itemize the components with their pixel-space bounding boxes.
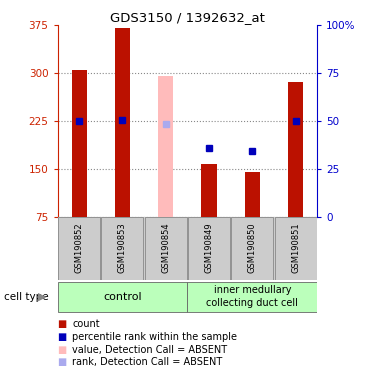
- Text: GSM190854: GSM190854: [161, 222, 170, 273]
- Bar: [101, 217, 144, 280]
- Text: rank, Detection Call = ABSENT: rank, Detection Call = ABSENT: [72, 358, 223, 367]
- Bar: [187, 281, 317, 312]
- Bar: [201, 164, 217, 217]
- Bar: [72, 70, 87, 217]
- Text: control: control: [103, 291, 142, 302]
- Text: ■: ■: [58, 358, 67, 367]
- Title: GDS3150 / 1392632_at: GDS3150 / 1392632_at: [110, 11, 265, 24]
- Text: inner medullary
collecting duct cell: inner medullary collecting duct cell: [206, 285, 298, 308]
- Bar: [58, 281, 187, 312]
- Bar: [231, 217, 273, 280]
- Text: ■: ■: [58, 319, 67, 329]
- Text: GSM190849: GSM190849: [204, 222, 213, 273]
- Text: percentile rank within the sample: percentile rank within the sample: [72, 332, 237, 342]
- Text: GSM190850: GSM190850: [248, 222, 257, 273]
- Text: ■: ■: [58, 332, 67, 342]
- Bar: [58, 217, 100, 280]
- Text: GSM190853: GSM190853: [118, 222, 127, 273]
- Text: ■: ■: [58, 345, 67, 355]
- Text: value, Detection Call = ABSENT: value, Detection Call = ABSENT: [72, 345, 227, 355]
- Bar: [275, 217, 316, 280]
- Text: count: count: [72, 319, 100, 329]
- Bar: [288, 82, 303, 217]
- Text: ▶: ▶: [39, 291, 47, 302]
- Bar: [245, 172, 260, 217]
- Bar: [115, 28, 130, 217]
- Bar: [158, 76, 173, 217]
- Text: cell type: cell type: [4, 291, 48, 302]
- Bar: [188, 217, 230, 280]
- Text: GSM190852: GSM190852: [75, 222, 83, 273]
- Text: GSM190851: GSM190851: [291, 222, 300, 273]
- Bar: [145, 217, 187, 280]
